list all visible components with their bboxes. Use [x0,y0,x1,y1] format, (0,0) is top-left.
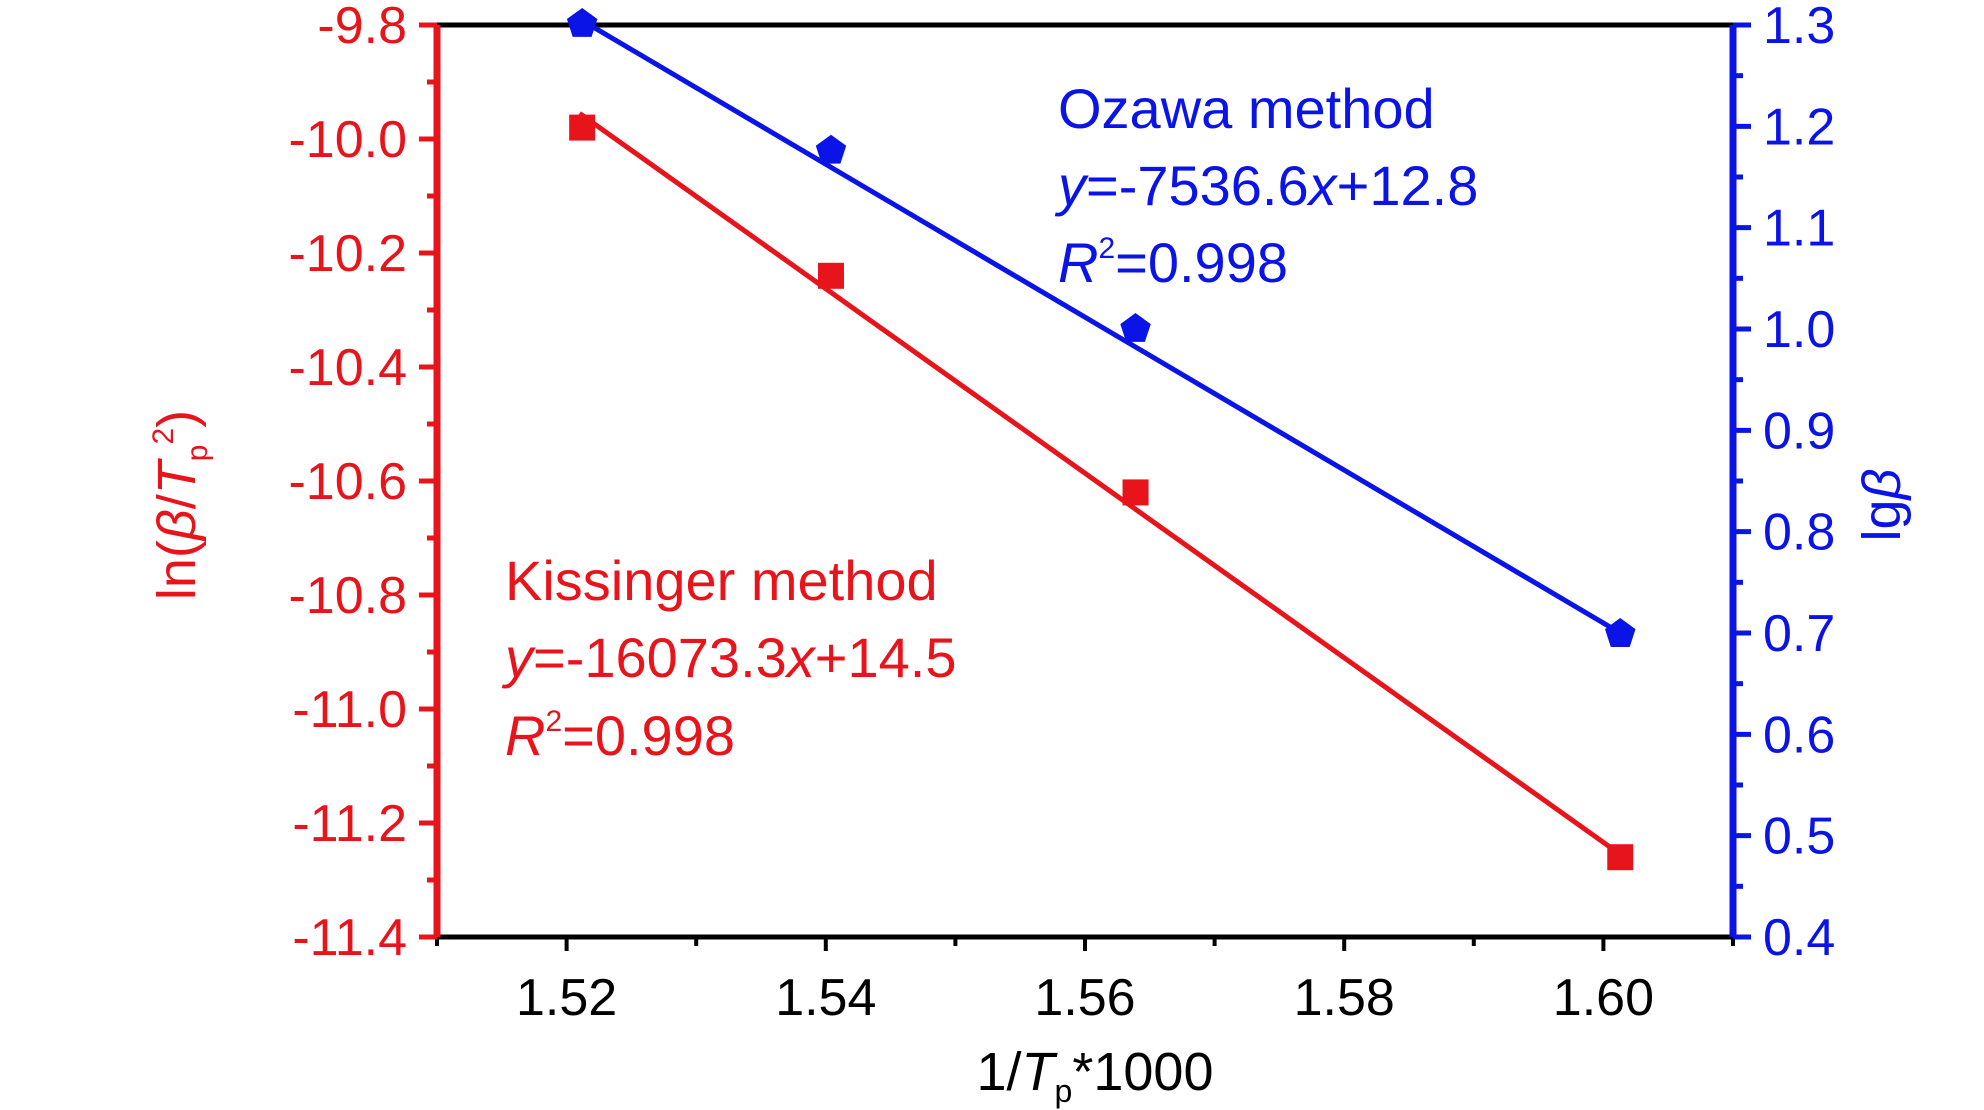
left-y-tick-label: -11.4 [292,909,407,967]
kissinger-fit-line [578,111,1622,857]
right-y-tick-label: 0.4 [1763,909,1835,967]
x-tick-label: 1.52 [516,969,617,1027]
axis-ticks [419,22,1751,951]
left-y-axis-title: ln(β/Tp2) [147,410,214,600]
kissinger-equation: y=-16073.3x+14.5 [501,626,956,689]
ozawa-annotation: Ozawa method y=-7536.6x+12.8 R2=0.998 [1054,77,1478,294]
right-y-axis-title: lgβ [1852,469,1912,542]
fit-lines [578,16,1622,857]
kissinger-title: Kissinger method [505,549,938,612]
right-y-tick-label: 1.0 [1763,301,1835,359]
x-tick-label: 1.58 [1294,969,1395,1027]
data-markers [566,8,1636,871]
ozawa-title: Ozawa method [1058,77,1435,140]
right-y-tick-label: 0.8 [1763,504,1835,562]
ozawa-marker [566,8,598,37]
tick-labels: 1.52 1.54 1.56 1.58 1.60 -9.8 -10.0 -10.2 -10.4 -… [288,0,1835,1027]
left-y-tick-label: -10.2 [288,225,407,283]
left-y-tick-label: -10.6 [288,453,407,511]
kissinger-marker [1607,844,1634,871]
ozawa-marker [1120,313,1151,342]
left-y-tick-label: -11.0 [292,681,407,739]
ozawa-marker [815,134,847,164]
right-y-tick-label: 1.3 [1763,0,1835,55]
kissinger-marker [569,114,596,141]
right-y-tick-label: 0.9 [1763,402,1835,460]
x-tick-label: 1.56 [1034,969,1135,1027]
kissinger-marker [1122,479,1149,506]
ozawa-marker [1605,618,1636,647]
kissinger-r-squared: R2=0.998 [505,704,735,767]
right-y-tick-label: 1.1 [1763,200,1835,258]
x-tick-label: 1.60 [1553,969,1654,1027]
left-y-tick-label: -10.0 [288,111,407,169]
ozawa-equation: y=-7536.6x+12.8 [1054,154,1478,217]
right-y-tick-label: 1.2 [1763,98,1835,156]
left-y-tick-label: -9.8 [317,0,407,55]
ozawa-r-squared: R2=0.998 [1058,231,1288,294]
right-y-tick-label: 0.5 [1763,808,1835,866]
x-tick-label: 1.54 [775,969,876,1027]
left-y-tick-label: -11.2 [292,795,407,853]
left-y-tick-label: -10.4 [288,339,407,397]
x-axis-title: 1/Tp*1000 [977,1042,1214,1109]
right-y-tick-label: 0.7 [1763,605,1835,663]
kissinger-marker [817,262,844,289]
kissinger-annotation: Kissinger method y=-16073.3x+14.5 R2=0.9… [501,549,956,767]
left-y-tick-label: -10.8 [288,567,407,625]
right-y-tick-label: 0.6 [1763,706,1835,764]
ozawa-fit-line [578,16,1622,636]
